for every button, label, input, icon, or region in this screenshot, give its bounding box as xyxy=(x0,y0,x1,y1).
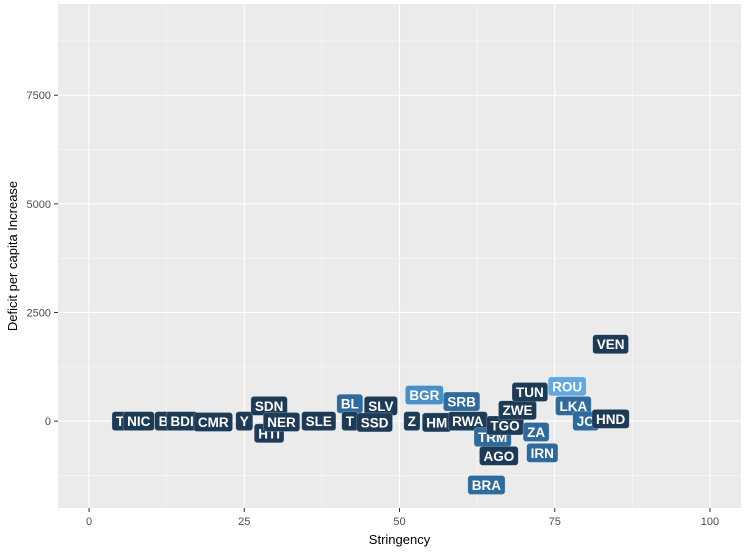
point-text: VEN xyxy=(597,337,625,352)
point-text: Z xyxy=(408,414,416,429)
point-label-ner: NER xyxy=(262,412,301,432)
point-text: HM xyxy=(426,415,447,430)
point-box xyxy=(301,411,337,431)
point-box xyxy=(262,412,301,432)
point-text: NER xyxy=(267,415,296,430)
point-label-ago: AGO xyxy=(479,446,519,466)
point-box xyxy=(193,412,233,432)
point-text: JO xyxy=(577,414,595,429)
point-label-zwe: ZWE xyxy=(498,400,537,421)
point-box xyxy=(403,411,421,431)
point-text: Y xyxy=(240,414,249,429)
point-label-ven: VEN xyxy=(592,334,629,355)
point-text: ZWE xyxy=(502,403,532,418)
point-text: RWA xyxy=(452,414,484,429)
point-text: AGO xyxy=(483,449,514,464)
point-box xyxy=(526,443,559,463)
point-text: BGR xyxy=(409,388,439,403)
point-text: SLV xyxy=(368,399,393,414)
point-label-sdn: SDN xyxy=(250,396,288,416)
x-axis-title: Stringency xyxy=(369,532,431,547)
point-label-nic: NIC xyxy=(122,411,155,431)
point-box xyxy=(235,411,254,431)
point-box xyxy=(356,412,393,433)
point-box xyxy=(122,411,155,431)
point-text: T xyxy=(116,414,125,429)
point-text: SSD xyxy=(361,415,389,430)
point-label-hm: HM xyxy=(421,412,452,433)
point-label-bra: BRA xyxy=(467,475,506,495)
point-label-za: ZA xyxy=(522,422,550,442)
point-text: TGO xyxy=(490,418,519,433)
point-text: SDN xyxy=(255,399,284,414)
point-box xyxy=(522,422,550,442)
point-text: SRB xyxy=(447,395,476,410)
point-label-srb: SRB xyxy=(443,391,481,412)
point-label-t: T xyxy=(341,411,359,431)
point-box xyxy=(479,446,519,466)
point-box xyxy=(592,334,629,355)
y-tick-label: 0 xyxy=(45,416,51,428)
point-text: B xyxy=(159,414,169,429)
point-label-bl: BL xyxy=(336,393,364,414)
point-text: HND xyxy=(596,412,625,427)
point-text: NIC xyxy=(127,414,151,429)
point-label-slv: SLV xyxy=(363,396,398,416)
point-text: ZA xyxy=(527,425,545,440)
point-text: CMR xyxy=(198,415,229,430)
point-text: LKA xyxy=(559,399,587,414)
point-label-ssd: SSD xyxy=(356,412,393,433)
point-text: BRA xyxy=(472,478,501,493)
point-text: T xyxy=(346,414,355,429)
x-tick-label: 100 xyxy=(701,516,719,528)
point-box xyxy=(467,475,506,495)
x-tick-label: 75 xyxy=(549,516,561,528)
point-box xyxy=(547,376,587,397)
point-label-sle: SLE xyxy=(301,411,337,431)
point-label-irn: IRN xyxy=(526,443,559,463)
point-label-z: Z xyxy=(403,411,421,431)
point-box xyxy=(591,409,630,429)
point-label-y: Y xyxy=(235,411,254,431)
y-tick-label: 5000 xyxy=(27,199,51,211)
y-tick-label: 2500 xyxy=(27,307,51,319)
point-text: TUN xyxy=(516,385,544,400)
point-text: IRN xyxy=(531,446,554,461)
x-axis: 0 25 50 75 100 xyxy=(86,508,719,528)
point-text: SLE xyxy=(306,414,332,429)
point-label-bgr: BGR xyxy=(405,385,444,405)
y-axis-title: Deficit per capita Increase xyxy=(5,181,20,331)
point-label-tgo: TGO xyxy=(486,415,524,436)
x-tick-label: 0 xyxy=(86,516,92,528)
y-tick-label: 7500 xyxy=(27,90,51,102)
point-box xyxy=(443,391,481,412)
y-axis: 0 2500 5000 7500 xyxy=(27,90,58,428)
point-label-lka: LKA xyxy=(555,396,592,416)
point-text: ROU xyxy=(552,379,582,394)
point-label-hnd: HND xyxy=(591,409,630,429)
x-tick-label: 25 xyxy=(238,516,250,528)
point-text: BL xyxy=(341,397,359,412)
point-text: BDI xyxy=(171,414,194,429)
x-tick-label: 50 xyxy=(393,516,405,528)
point-label-cmr: CMR xyxy=(193,412,233,432)
point-label-rou: ROU xyxy=(547,376,587,397)
point-label-tun: TUN xyxy=(511,382,549,402)
point-box xyxy=(511,382,549,402)
point-label-bdi: BDI xyxy=(166,411,199,431)
